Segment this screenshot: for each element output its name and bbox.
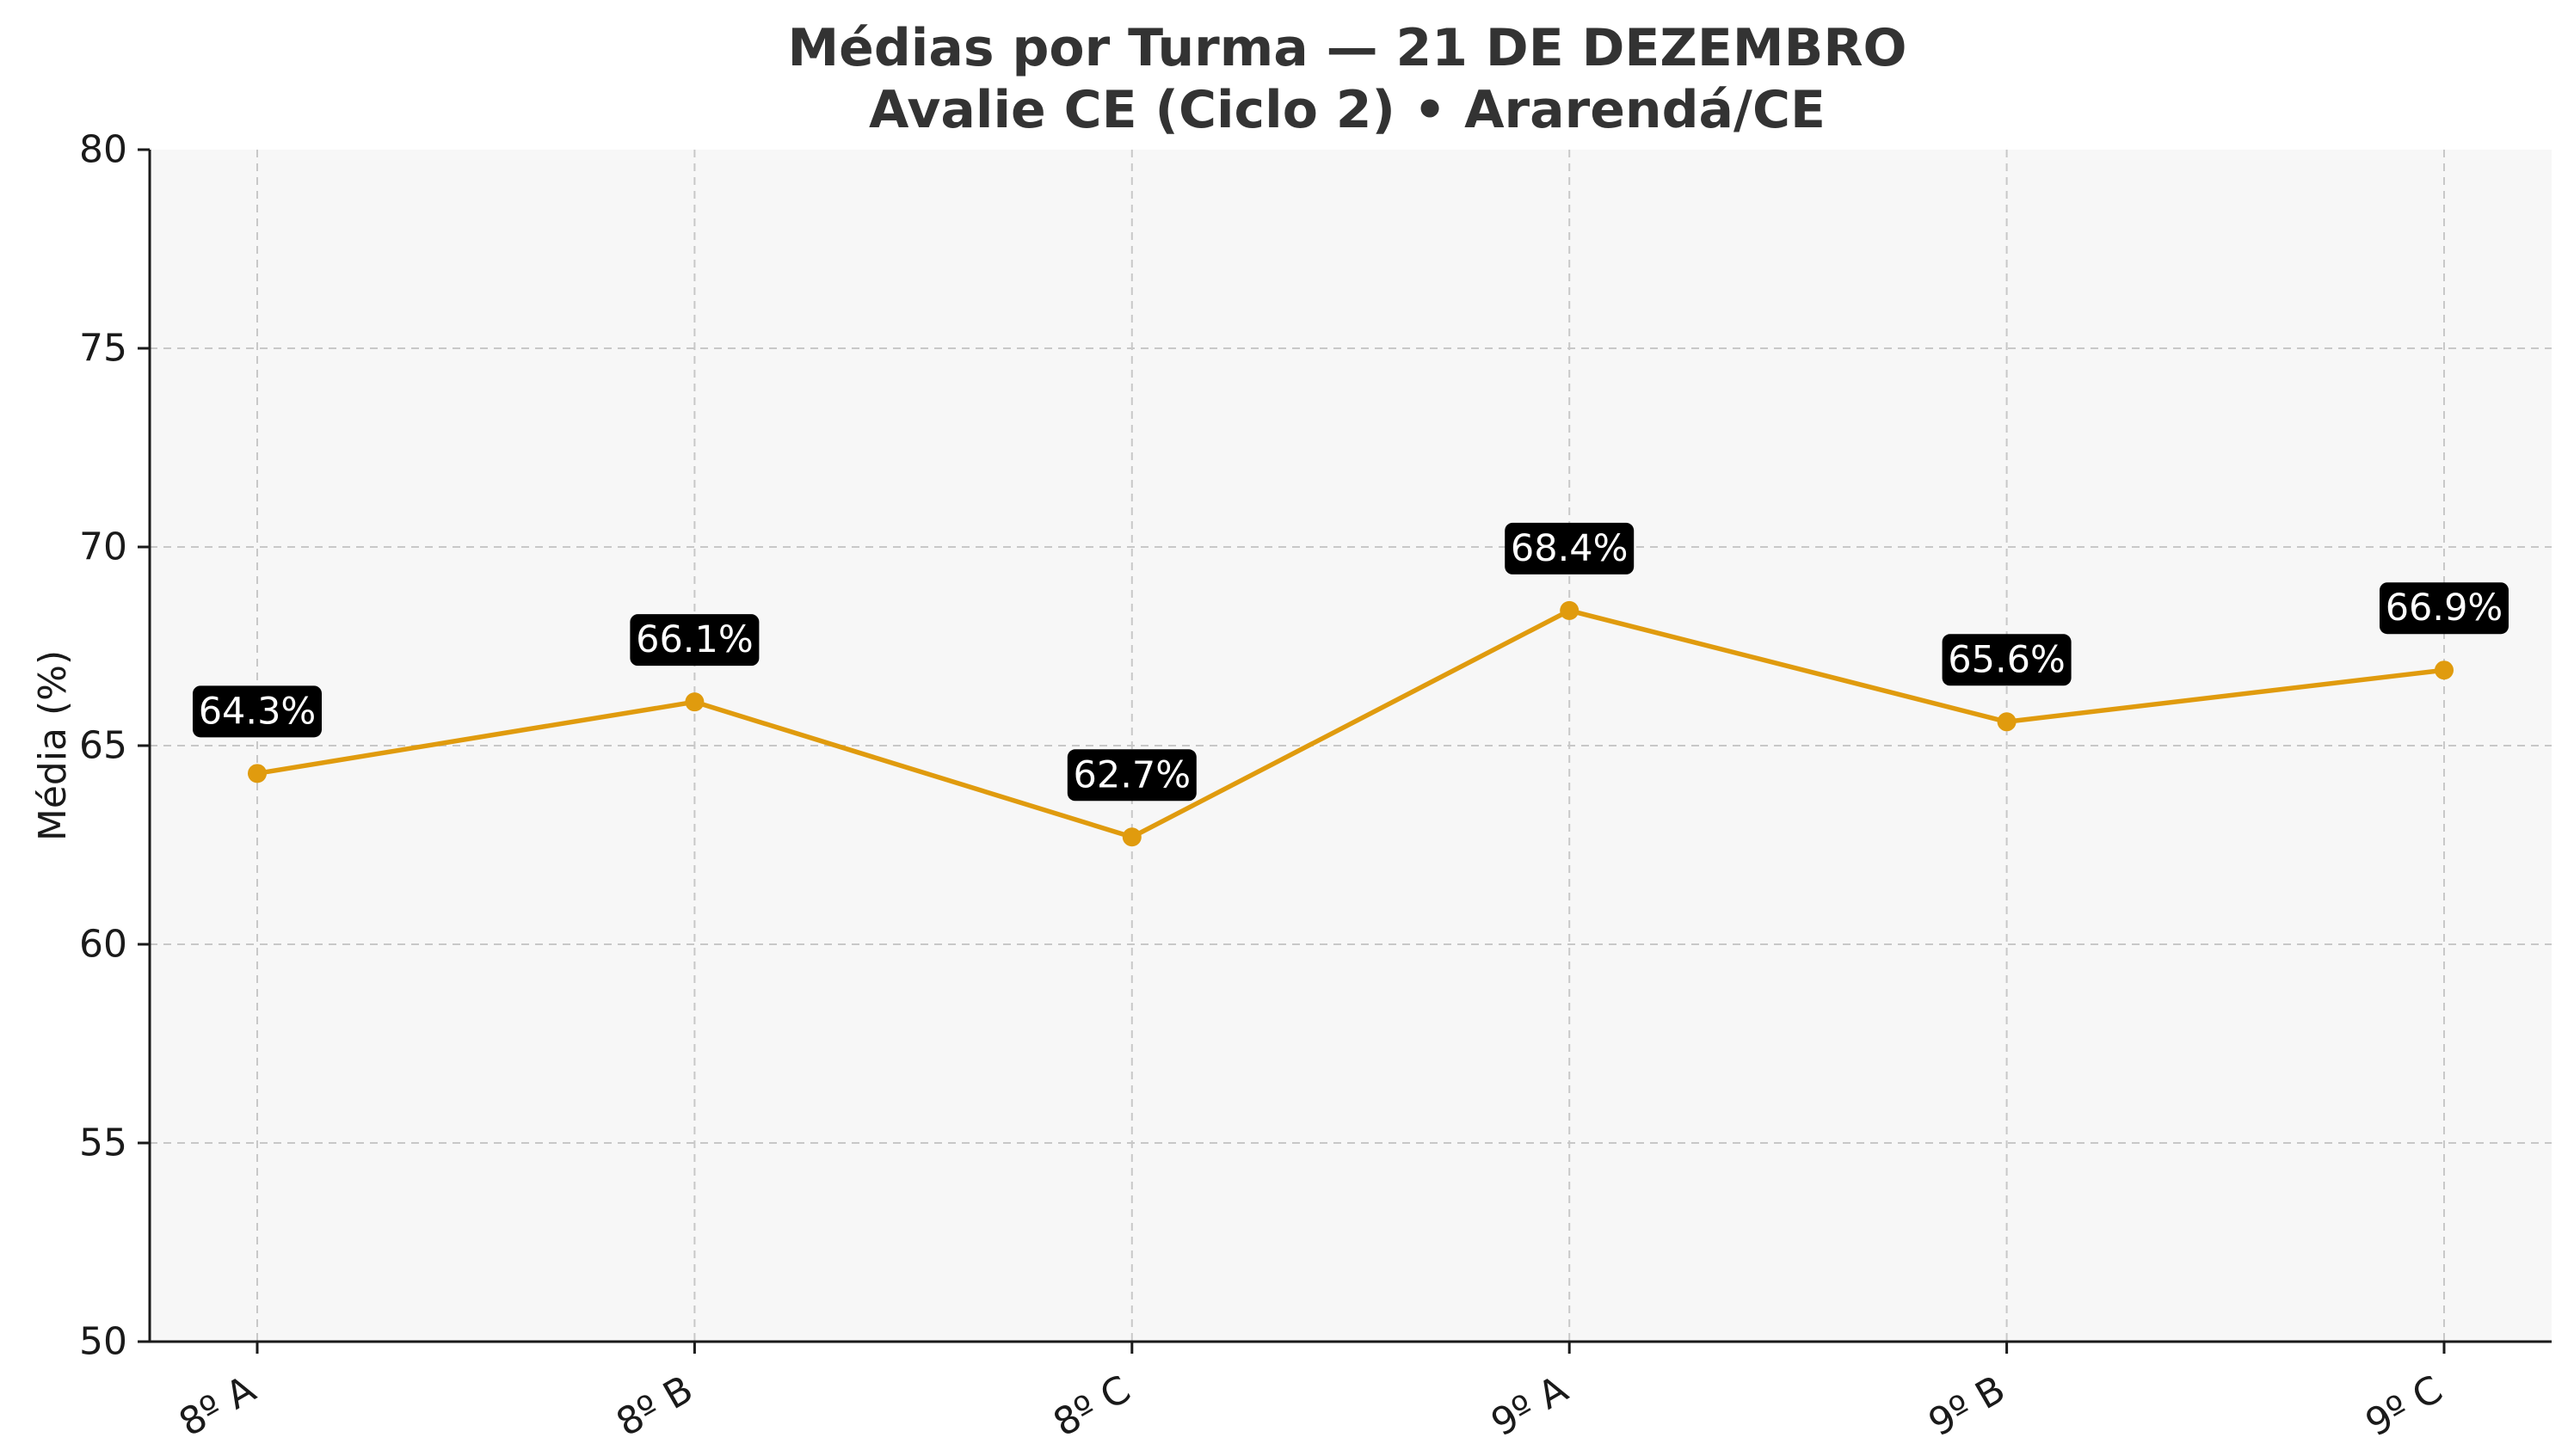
data-point [685, 692, 705, 712]
y-tick-label: 70 [79, 525, 127, 569]
y-tick-label: 50 [79, 1320, 127, 1364]
data-label-box [2380, 582, 2509, 635]
data-point [1560, 600, 1580, 620]
y-tick-label: 80 [79, 128, 127, 172]
data-point [248, 764, 267, 783]
y-tick-label: 65 [79, 724, 127, 768]
data-label: 68.4% [1511, 527, 1629, 570]
chart-title: Médias por Turma — 21 DE DEZEMBRO [787, 18, 1906, 78]
y-tick-label: 55 [79, 1121, 127, 1165]
data-label: 66.9% [2386, 587, 2503, 630]
data-label: 65.6% [1948, 638, 2066, 681]
data-label-box [1067, 749, 1197, 802]
data-point [2435, 660, 2454, 680]
y-tick-labels: 50 55 60 65 70 75 80 [79, 128, 127, 1364]
axes [138, 148, 2552, 1354]
data-point [1997, 712, 2017, 732]
data-label-box [1942, 634, 2072, 686]
data-label: 64.3% [199, 690, 317, 733]
series-line [256, 608, 2445, 840]
y-tick-label: 60 [79, 923, 127, 967]
data-label: 66.1% [636, 618, 754, 661]
data-label-box [193, 685, 322, 738]
y-axis-label: Média (%) [31, 650, 75, 841]
y-tick-label: 75 [79, 327, 127, 371]
data-labels: 64.3% 66.1% 62.7% 68.4% 65.6% 66.9% [193, 522, 2509, 802]
data-point [1122, 827, 1142, 847]
series-layer [248, 600, 2454, 847]
gridlines [150, 150, 2552, 1342]
data-label: 62.7% [1073, 753, 1191, 796]
data-label-box [1505, 522, 1635, 574]
chart-subtitle: Avalie CE (Ciclo 2) • Ararendá/CE [869, 80, 1826, 140]
data-label-box [630, 614, 760, 667]
